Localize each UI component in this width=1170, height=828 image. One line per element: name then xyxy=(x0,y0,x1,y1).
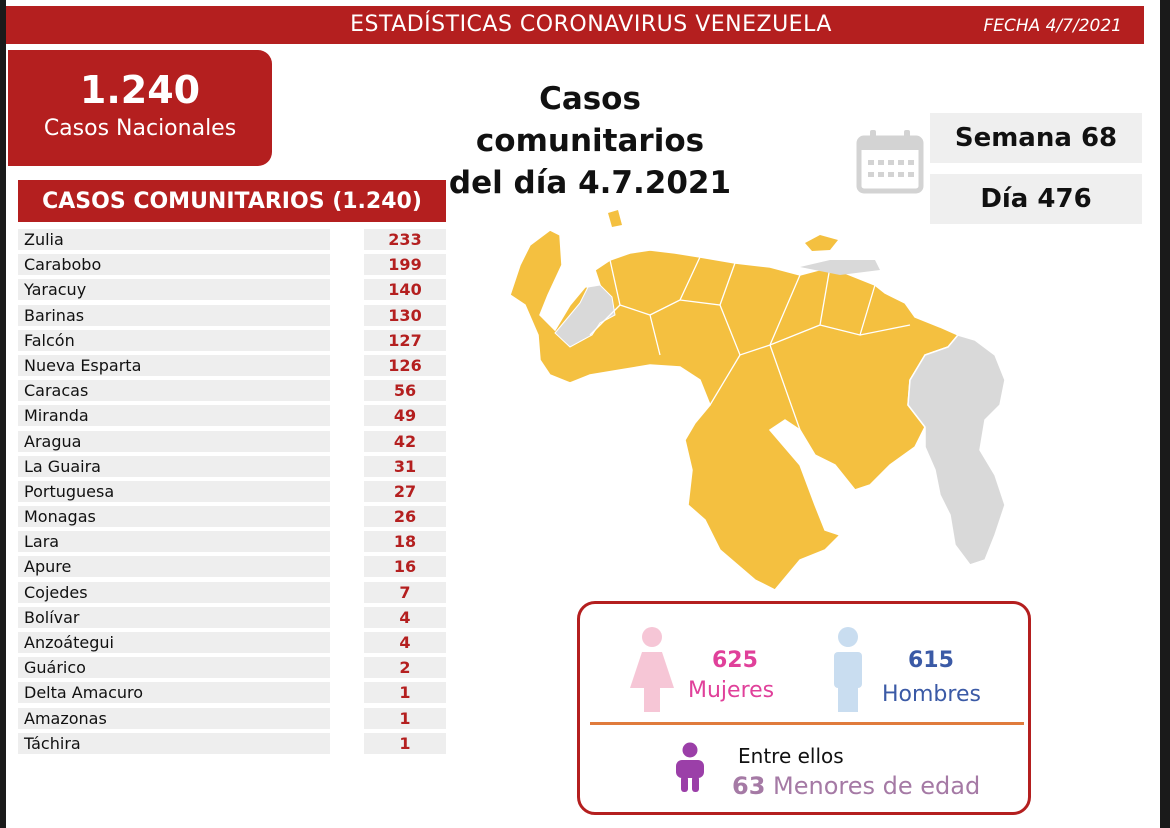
state-cases: 130 xyxy=(364,304,446,326)
table-row: Portuguesa 27 xyxy=(18,479,446,504)
minors-label: Menores de edad xyxy=(773,772,981,800)
calendar-icon xyxy=(856,130,924,194)
state-cases: 7 xyxy=(364,581,446,603)
state-name: Aragua xyxy=(18,430,330,452)
state-name: Miranda xyxy=(18,405,330,427)
state-cases: 4 xyxy=(364,632,446,653)
table-row: Lara 18 xyxy=(18,529,446,554)
week-box: Semana 68 xyxy=(930,113,1142,163)
map-island-nueva-esparta xyxy=(805,235,838,251)
headline-line-2: del día 4.7.2021 xyxy=(448,165,732,201)
state-cases: 1 xyxy=(364,682,446,704)
state-name: Carabobo xyxy=(18,254,330,276)
state-name: Caracas xyxy=(18,380,330,402)
day-box: Día 476 xyxy=(930,174,1142,224)
state-name: Delta Amacuro xyxy=(18,682,330,704)
state-name: Portuguesa xyxy=(18,480,330,502)
table-row: Bolívar 4 xyxy=(18,605,446,630)
table-row: Apure 16 xyxy=(18,554,446,579)
men-count: 615 xyxy=(908,648,954,673)
map-claimed-territory xyxy=(907,334,1006,566)
state-cases: 26 xyxy=(364,506,446,528)
table-row: Barinas 130 xyxy=(18,303,446,328)
table-row: Amazonas 1 xyxy=(18,706,446,731)
state-cases: 4 xyxy=(364,606,446,628)
women-count: 625 xyxy=(712,648,758,673)
map-lake xyxy=(554,284,616,348)
national-cases-label: Casos Nacionales xyxy=(43,116,237,141)
cases-table: Zulia 233 Carabobo 199 Yaracuy 140 Barinas 130 F… xyxy=(18,227,446,756)
state-cases: 31 xyxy=(364,455,446,477)
state-name: Bolívar xyxy=(18,606,330,628)
state-name: Falcón xyxy=(18,329,330,351)
map-states-affected xyxy=(509,229,960,591)
header-bar: ESTADÍSTICAS CORONAVIRUS VENEZUELA FECHA… xyxy=(6,6,1144,44)
state-name: Guárico xyxy=(18,657,330,679)
state-name: Apure xyxy=(18,556,330,578)
woman-icon xyxy=(630,627,674,712)
map-island-falcon xyxy=(608,210,622,227)
headline-line-1: Casos comunitarios xyxy=(475,81,705,159)
state-cases: 16 xyxy=(364,556,446,578)
frame-border-right xyxy=(1160,0,1170,828)
minors-line: 63 Menores de edad xyxy=(732,772,980,800)
state-cases: 127 xyxy=(364,329,446,351)
child-icon xyxy=(676,742,704,792)
state-cases: 199 xyxy=(364,254,446,276)
national-cases-card: 1.240 Casos Nacionales xyxy=(8,50,272,166)
state-name: Barinas xyxy=(18,304,330,326)
table-row: Guárico 2 xyxy=(18,655,446,680)
women-label: Mujeres xyxy=(688,678,775,703)
table-row: Carabobo 199 xyxy=(18,252,446,277)
state-name: Yaracuy xyxy=(18,279,330,301)
state-name: Monagas xyxy=(18,506,330,528)
table-row: Táchira 1 xyxy=(18,731,446,756)
national-cases-count: 1.240 xyxy=(79,68,201,112)
state-cases: 18 xyxy=(364,531,446,553)
state-name: Zulia xyxy=(18,229,330,250)
minors-intro: Entre ellos xyxy=(738,744,844,768)
page-title: ESTADÍSTICAS CORONAVIRUS VENEZUELA xyxy=(350,12,832,37)
state-name: Cojedes xyxy=(18,581,330,603)
state-cases: 140 xyxy=(364,279,446,301)
state-name: Amazonas xyxy=(18,707,330,729)
state-name: Táchira xyxy=(18,732,330,754)
table-row: Falcón 127 xyxy=(18,328,446,353)
venezuela-map xyxy=(509,210,1006,591)
state-cases: 126 xyxy=(364,354,446,376)
table-row: Monagas 26 xyxy=(18,504,446,529)
map-island-gray xyxy=(800,260,880,275)
table-row: Miranda 49 xyxy=(18,403,446,428)
report-date: FECHA 4/7/2021 xyxy=(983,16,1122,36)
table-row: Anzoátegui 4 xyxy=(18,630,446,655)
table-row: Caracas 56 xyxy=(18,378,446,403)
table-row: Cojedes 7 xyxy=(18,580,446,605)
frame-border-left xyxy=(0,0,6,828)
state-name: Nueva Esparta xyxy=(18,354,330,376)
state-cases: 2 xyxy=(364,657,446,679)
state-cases: 42 xyxy=(364,430,446,452)
state-cases: 1 xyxy=(364,707,446,729)
gender-summary-card: 625 Mujeres 615 Hombres Entre ellos 63 M… xyxy=(577,601,1031,815)
table-row: Aragua 42 xyxy=(18,429,446,454)
state-name: Anzoátegui xyxy=(18,632,330,653)
cases-table-title: CASOS COMUNITARIOS (1.240) xyxy=(18,180,446,222)
man-icon xyxy=(834,627,862,712)
state-name: La Guaira xyxy=(18,455,330,477)
table-row: Nueva Esparta 126 xyxy=(18,353,446,378)
state-cases: 233 xyxy=(364,229,446,250)
men-label: Hombres xyxy=(882,682,981,707)
minors-count: 63 xyxy=(732,772,766,800)
state-cases: 27 xyxy=(364,480,446,502)
state-name: Lara xyxy=(18,531,330,553)
headline: Casos comunitarios del día 4.7.2021 xyxy=(420,78,760,204)
table-row: Zulia 233 xyxy=(18,227,446,252)
state-cases: 56 xyxy=(364,380,446,402)
state-cases: 1 xyxy=(364,732,446,754)
table-row: Delta Amacuro 1 xyxy=(18,680,446,705)
state-cases: 49 xyxy=(364,405,446,427)
table-row: Yaracuy 140 xyxy=(18,277,446,302)
table-row: La Guaira 31 xyxy=(18,454,446,479)
summary-divider xyxy=(590,722,1024,725)
